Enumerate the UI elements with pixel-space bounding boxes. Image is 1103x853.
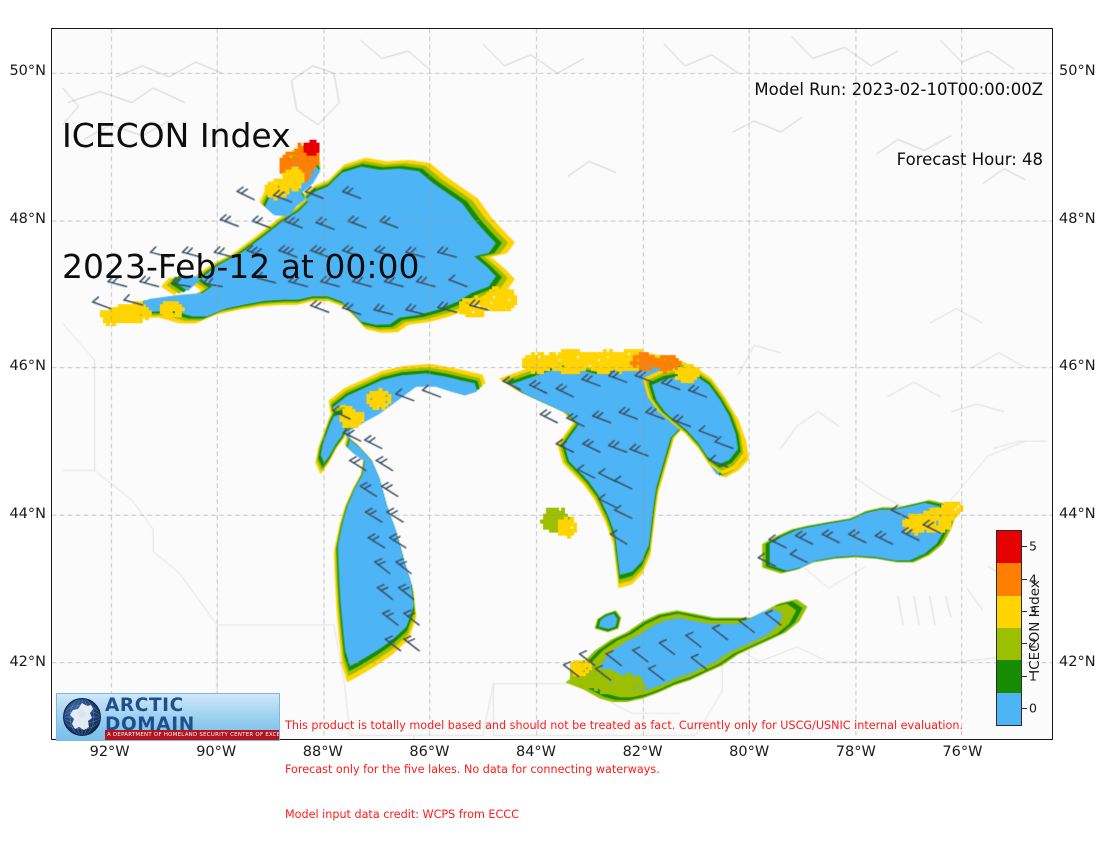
- y-axis-tick-right: 44°N: [1059, 506, 1096, 522]
- model-run-label: Model Run: 2023-02-10T00:00:00Z: [754, 78, 1043, 101]
- colorbar-label-0: 0: [1029, 700, 1037, 715]
- title-primary: ICECON Index: [62, 114, 419, 158]
- colorbar-band-1: [997, 660, 1021, 692]
- disclaimer-line-3: Model input data credit: WCPS from ECCC: [285, 808, 963, 823]
- y-axis-tick-left: 48°N: [9, 211, 46, 227]
- y-axis-tick-left: 46°N: [9, 358, 46, 374]
- y-axis-tick-right: 42°N: [1059, 654, 1096, 670]
- y-axis-tick-left: 42°N: [9, 654, 46, 670]
- colorbar-title: ICECON Index: [1027, 580, 1043, 674]
- logo-line-3: A DEPARTMENT OF HOMELAND SECURITY CENTER…: [107, 730, 280, 740]
- disclaimer-line-2: Forecast only for the five lakes. No dat…: [285, 763, 963, 778]
- model-run-info: Model Run: 2023-02-10T00:00:00Z Forecast…: [754, 31, 1043, 218]
- colorbar-label-5: 5: [1029, 539, 1037, 554]
- icecon-forecast-map-page: ICECON Index 2023-Feb-12 at 00:00 Model …: [0, 0, 1103, 770]
- colorbar-band-4: [997, 563, 1021, 595]
- colorbar-band-2: [997, 628, 1021, 660]
- x-axis-tick: 90°W: [196, 744, 236, 760]
- title-valid-time: 2023-Feb-12 at 00:00: [62, 245, 419, 289]
- y-axis-tick-right: 50°N: [1059, 63, 1096, 79]
- colorbar-band-3: [997, 596, 1021, 628]
- y-axis-tick-left: 44°N: [9, 506, 46, 522]
- page-title: ICECON Index 2023-Feb-12 at 00:00: [62, 27, 419, 375]
- colorbar-band-0: [997, 693, 1021, 725]
- disclaimer-text: This product is totally model based and …: [285, 689, 963, 853]
- colorbar-band-5: [997, 531, 1021, 563]
- disclaimer-line-1: This product is totally model based and …: [285, 719, 963, 734]
- globe-icon: [62, 697, 102, 737]
- y-axis-tick-right: 48°N: [1059, 211, 1096, 227]
- y-axis-tick-left: 50°N: [9, 63, 46, 79]
- y-axis-tick-right: 46°N: [1059, 358, 1096, 374]
- forecast-hour-label: Forecast Hour: 48: [754, 148, 1043, 171]
- icecon-colorbar: [996, 530, 1022, 726]
- arctic-domain-awareness-center-logo: ARCTIC DOMAIN AWARENESS CENTER A DEPARTM…: [56, 693, 280, 741]
- x-axis-tick: 92°W: [90, 744, 130, 760]
